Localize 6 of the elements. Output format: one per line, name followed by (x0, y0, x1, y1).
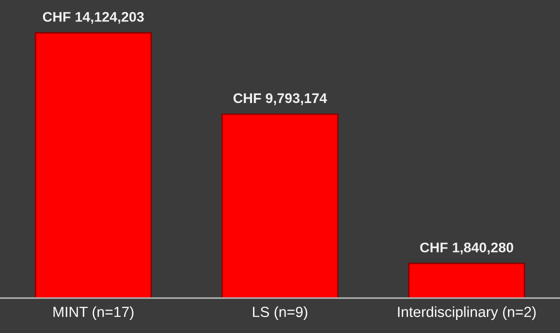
x-tick-label: Interdisciplinary (n=2) (398, 306, 536, 320)
data-label: CHF 14,124,203 (42, 12, 144, 24)
data-label: CHF 1,840,280 (420, 242, 514, 254)
x-tick-label: LS (n=9) (253, 306, 308, 320)
data-label: CHF 9,793,174 (233, 93, 328, 106)
x-tick-label: MINT (n=17) (54, 306, 134, 320)
